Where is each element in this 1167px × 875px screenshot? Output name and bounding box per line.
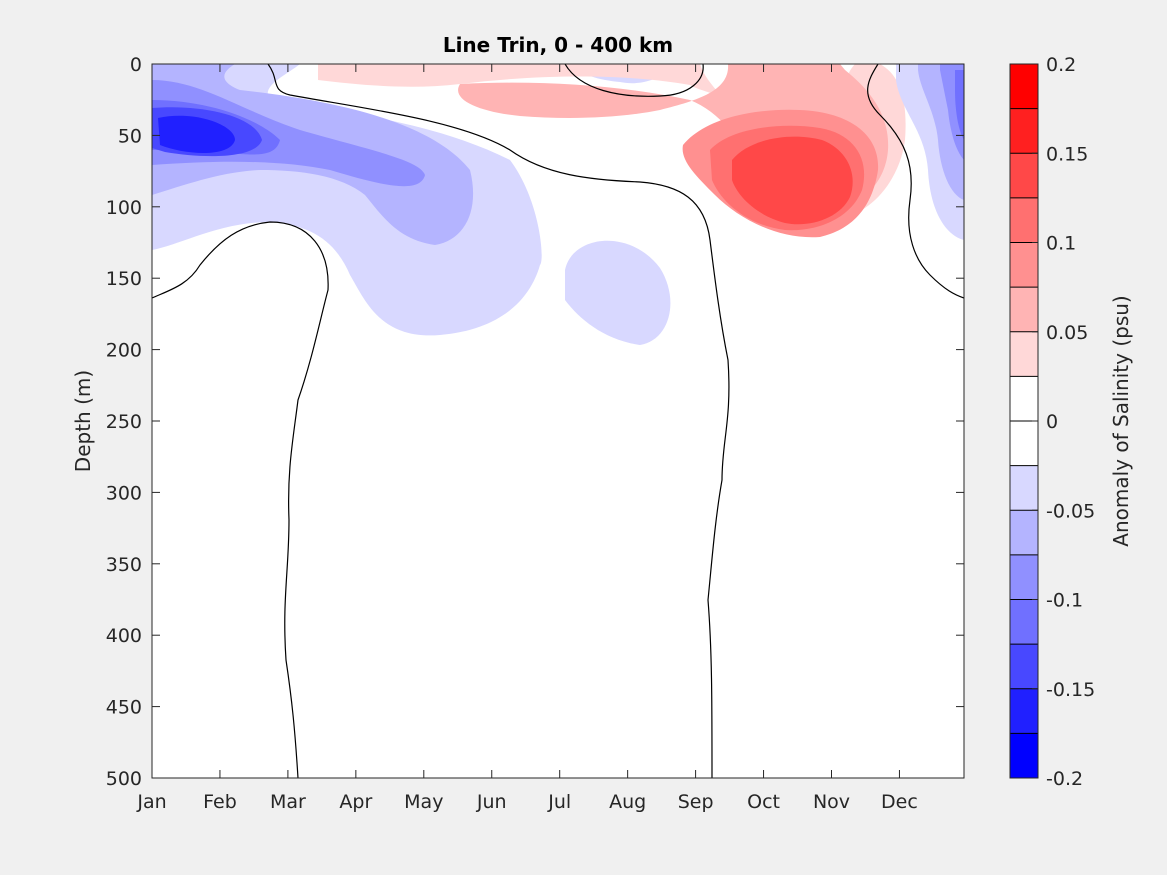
y-tick-label: 300 <box>106 482 142 504</box>
colorbar-swatch <box>1010 287 1038 332</box>
colorbar-swatch <box>1010 108 1038 154</box>
colorbar-swatch <box>1010 64 1038 109</box>
zero-contour-aug <box>564 64 704 97</box>
y-tick-label: 100 <box>106 197 142 219</box>
pos-region-level-5 <box>732 136 853 225</box>
colorbar-swatch <box>1010 733 1038 778</box>
colorbar-swatch <box>1010 644 1038 689</box>
chart-title: Line Trin, 0 - 400 km <box>443 33 673 57</box>
colorbar-tick-label: -0.05 <box>1046 500 1095 522</box>
x-tick-label: May <box>404 791 443 813</box>
colorbar-swatch <box>1010 376 1038 421</box>
x-tick-label: Mar <box>270 791 306 813</box>
colorbar-label: Anomaly of Salinity (psu) <box>1109 295 1133 546</box>
colorbar-swatch <box>1010 510 1038 555</box>
neg-region-level-6 <box>158 115 235 154</box>
zero-contour-dec <box>867 64 964 299</box>
contour-fills <box>152 64 964 778</box>
colorbar-swatch <box>1010 197 1038 243</box>
y-tick-label: 500 <box>106 768 142 790</box>
plot-area <box>151 63 965 779</box>
y-tick-label: 150 <box>106 268 142 290</box>
colorbar-swatch <box>1010 599 1038 645</box>
y-tick-label: 0 <box>130 54 142 76</box>
colorbar: 0.2 0.15 0.1 0.05 0 -0.05 -0.1 -0.15 -0.2 <box>1009 54 1095 790</box>
colorbar-swatch <box>1010 688 1038 734</box>
colorbar-tick-label: -0.15 <box>1046 679 1095 701</box>
zero-contour-top-west <box>267 64 730 778</box>
x-tick-label: Aug <box>609 791 646 813</box>
x-tick-label: Jan <box>136 791 166 813</box>
x-tick-label: Jul <box>547 791 571 813</box>
x-tick-label: Jun <box>476 791 507 813</box>
colorbar-tick-label: -0.1 <box>1046 590 1083 612</box>
x-axis: Jan Feb Mar Apr May Jun Jul Aug Sep Oct Nov Dec <box>136 64 918 813</box>
x-tick-label: Dec <box>881 791 918 813</box>
x-tick-label: Feb <box>203 791 237 813</box>
y-tick-label: 250 <box>106 411 142 433</box>
x-tick-label: Nov <box>813 791 850 813</box>
y-tick-label: 450 <box>106 697 142 719</box>
dec-neg-level-4 <box>955 70 964 140</box>
zero-contour-west <box>152 221 329 778</box>
y-tick-label: 350 <box>106 554 142 576</box>
colorbar-swatch <box>1010 153 1038 198</box>
x-tick-label: Oct <box>747 791 780 813</box>
y-tick-label: 200 <box>106 340 142 362</box>
colorbar-swatch <box>1010 331 1038 377</box>
colorbar-swatch <box>1010 554 1038 600</box>
colorbar-tick-label: 0.2 <box>1046 54 1076 76</box>
colorbar-tick-label: -0.2 <box>1046 768 1083 790</box>
y-axis: 0 50 100 150 200 250 300 350 400 450 500 <box>106 54 964 790</box>
colorbar-swatch <box>1010 421 1038 466</box>
y-tick-label: 400 <box>106 625 142 647</box>
y-tick-label: 50 <box>118 125 142 147</box>
colorbar-tick-label: 0.15 <box>1046 143 1088 165</box>
colorbar-tick-label: 0.05 <box>1046 322 1088 344</box>
y-axis-label: Depth (m) <box>71 370 95 472</box>
aug-neg-blob <box>565 240 671 345</box>
neg-region-level-3 <box>152 80 425 187</box>
x-tick-label: Apr <box>339 791 372 813</box>
colorbar-swatch <box>1010 465 1038 511</box>
colorbar-swatch <box>1010 242 1038 288</box>
colorbar-tick-label: 0.1 <box>1046 233 1076 255</box>
colorbar-tick-label: 0 <box>1046 411 1058 433</box>
x-tick-label: Sep <box>678 791 714 813</box>
